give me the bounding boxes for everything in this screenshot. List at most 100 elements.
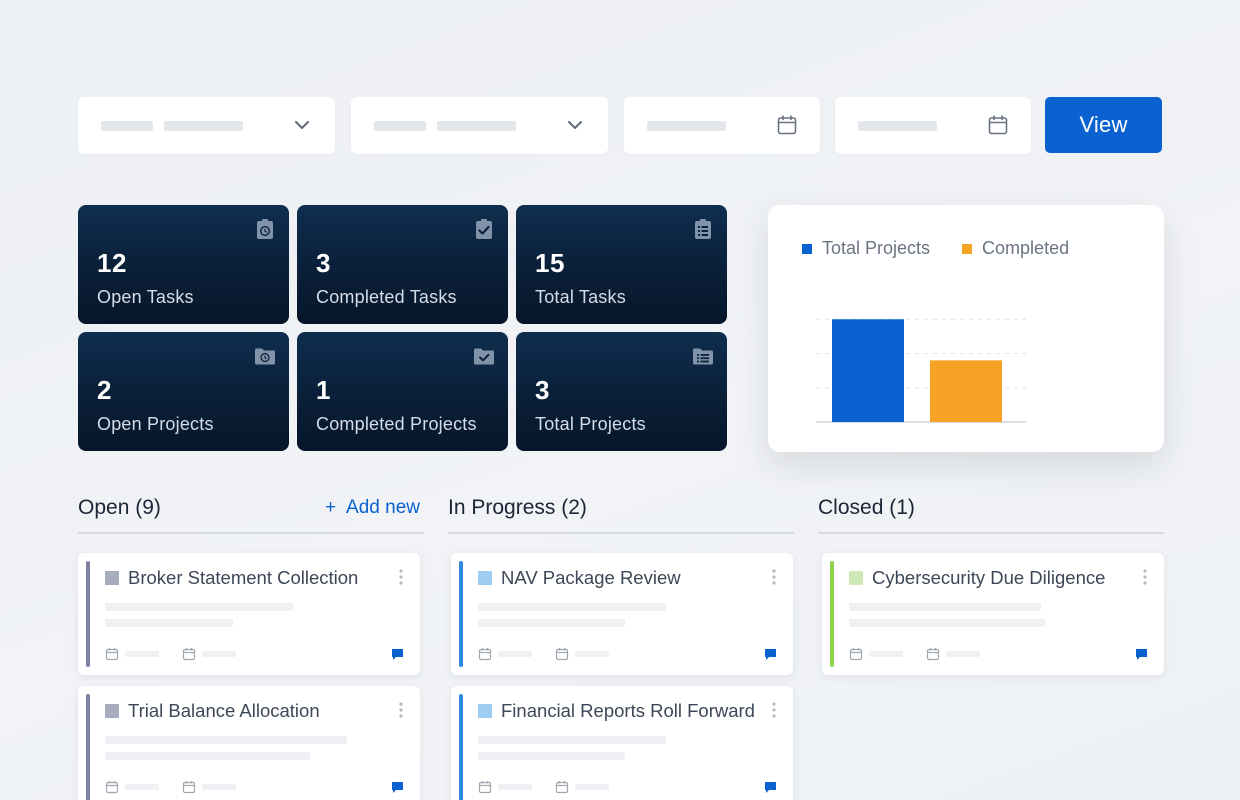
placeholder-line [478, 603, 666, 611]
stat-label: Open Projects [97, 414, 214, 434]
add-new-label: Add new [346, 497, 420, 518]
task-card[interactable]: Trial Balance Allocation [78, 686, 420, 800]
calendar-icon[interactable] [776, 114, 798, 136]
clock-clipboard-icon [257, 219, 273, 239]
comment-icon[interactable] [764, 781, 777, 794]
more-options-icon[interactable] [398, 568, 404, 586]
chart-legend: Total Projects Completed [802, 238, 1069, 259]
placeholder-bar [647, 121, 726, 131]
more-options-icon[interactable] [398, 701, 404, 719]
task-title: Trial Balance Allocation [128, 700, 320, 721]
column-title: Closed (1) [818, 496, 915, 519]
check-folder-icon [474, 348, 494, 365]
comment-icon[interactable] [1135, 648, 1148, 661]
calendar-icon [182, 648, 196, 661]
comment-icon[interactable] [391, 648, 404, 661]
stat-value: 3 [316, 248, 331, 278]
column-header-open: Open (9) + Add new [78, 494, 424, 534]
task-title: Financial Reports Roll Forward [501, 700, 755, 721]
category-square [105, 571, 119, 585]
bar-completed [930, 360, 1002, 422]
placeholder-bar [869, 651, 903, 657]
task-card[interactable]: Financial Reports Roll Forward [451, 686, 793, 800]
legend-label: Total Projects [822, 238, 931, 258]
more-options-icon[interactable] [1142, 568, 1148, 586]
filter-select-1[interactable] [78, 97, 335, 154]
placeholder-line [478, 752, 625, 760]
placeholder-bar [101, 121, 153, 131]
stat-label: Completed Projects [316, 414, 477, 434]
column-title: In Progress (2) [448, 496, 587, 519]
category-square [849, 571, 863, 585]
stat-value: 12 [97, 248, 127, 278]
placeholder-bar [202, 784, 236, 790]
category-square [105, 704, 119, 718]
calendar-icon [555, 648, 569, 661]
clock-folder-icon [255, 348, 275, 365]
stat-tile-open-projects[interactable]: 2 Open Projects [78, 332, 289, 451]
add-new-button[interactable]: + Add new [325, 497, 420, 519]
list-clipboard-icon [695, 219, 711, 239]
plus-icon: + [324, 497, 337, 518]
calendar-icon [478, 648, 492, 661]
column-header-in-progress: In Progress (2) [448, 494, 794, 534]
placeholder-bar [125, 651, 159, 657]
calendar-icon [478, 781, 492, 794]
stat-label: Total Tasks [535, 287, 626, 307]
card-meta [849, 647, 1003, 661]
status-bar [86, 561, 90, 667]
legend-item-completed: Completed [962, 238, 1069, 259]
stat-tile-total-tasks[interactable]: 15 Total Tasks [516, 205, 727, 324]
placeholder-line [849, 619, 1045, 627]
chevron-down-icon[interactable] [292, 115, 312, 135]
calendar-icon [105, 781, 119, 794]
category-square [478, 704, 492, 718]
stat-tile-completed-projects[interactable]: 1 Completed Projects [297, 332, 508, 451]
card-meta [478, 647, 632, 661]
more-options-icon[interactable] [771, 701, 777, 719]
placeholder-line [105, 603, 293, 611]
placeholder-line [105, 619, 233, 627]
comment-icon[interactable] [391, 781, 404, 794]
more-options-icon[interactable] [771, 568, 777, 586]
calendar-icon [555, 781, 569, 794]
status-bar [459, 561, 463, 667]
stat-label: Completed Tasks [316, 287, 457, 307]
column-header-closed: Closed (1) [818, 494, 1164, 534]
status-bar [86, 694, 90, 800]
filter-select-2[interactable] [351, 97, 608, 154]
task-card[interactable]: Cybersecurity Due Diligence [822, 553, 1164, 675]
start-date-field[interactable] [624, 97, 820, 154]
task-card[interactable]: NAV Package Review [451, 553, 793, 675]
placeholder-line [849, 603, 1041, 611]
comment-icon[interactable] [764, 648, 777, 661]
stat-value: 15 [535, 248, 565, 278]
placeholder-bar [575, 651, 609, 657]
stat-label: Total Projects [535, 414, 646, 434]
check-clipboard-icon [476, 219, 492, 239]
placeholder-bar [498, 784, 532, 790]
list-folder-icon [693, 348, 713, 365]
placeholder-line [478, 619, 625, 627]
status-bar [459, 694, 463, 800]
task-title: Broker Statement Collection [128, 567, 359, 588]
projects-chart-card: Total Projects Completed [768, 205, 1164, 452]
card-meta [478, 780, 632, 794]
calendar-icon [849, 648, 863, 661]
placeholder-bar [437, 121, 516, 131]
chevron-down-icon[interactable] [565, 115, 585, 135]
stat-value: 1 [316, 375, 331, 405]
stat-tile-open-tasks[interactable]: 12 Open Tasks [78, 205, 289, 324]
end-date-field[interactable] [835, 97, 1031, 154]
placeholder-line [105, 752, 310, 760]
placeholder-bar [125, 784, 159, 790]
placeholder-line [105, 736, 347, 744]
stat-tile-total-projects[interactable]: 3 Total Projects [516, 332, 727, 451]
view-button[interactable]: View [1045, 97, 1162, 153]
calendar-icon[interactable] [987, 114, 1009, 136]
placeholder-bar [858, 121, 937, 131]
stat-tile-completed-tasks[interactable]: 3 Completed Tasks [297, 205, 508, 324]
task-card[interactable]: Broker Statement Collection [78, 553, 420, 675]
placeholder-bar [498, 651, 532, 657]
placeholder-bar [946, 651, 980, 657]
